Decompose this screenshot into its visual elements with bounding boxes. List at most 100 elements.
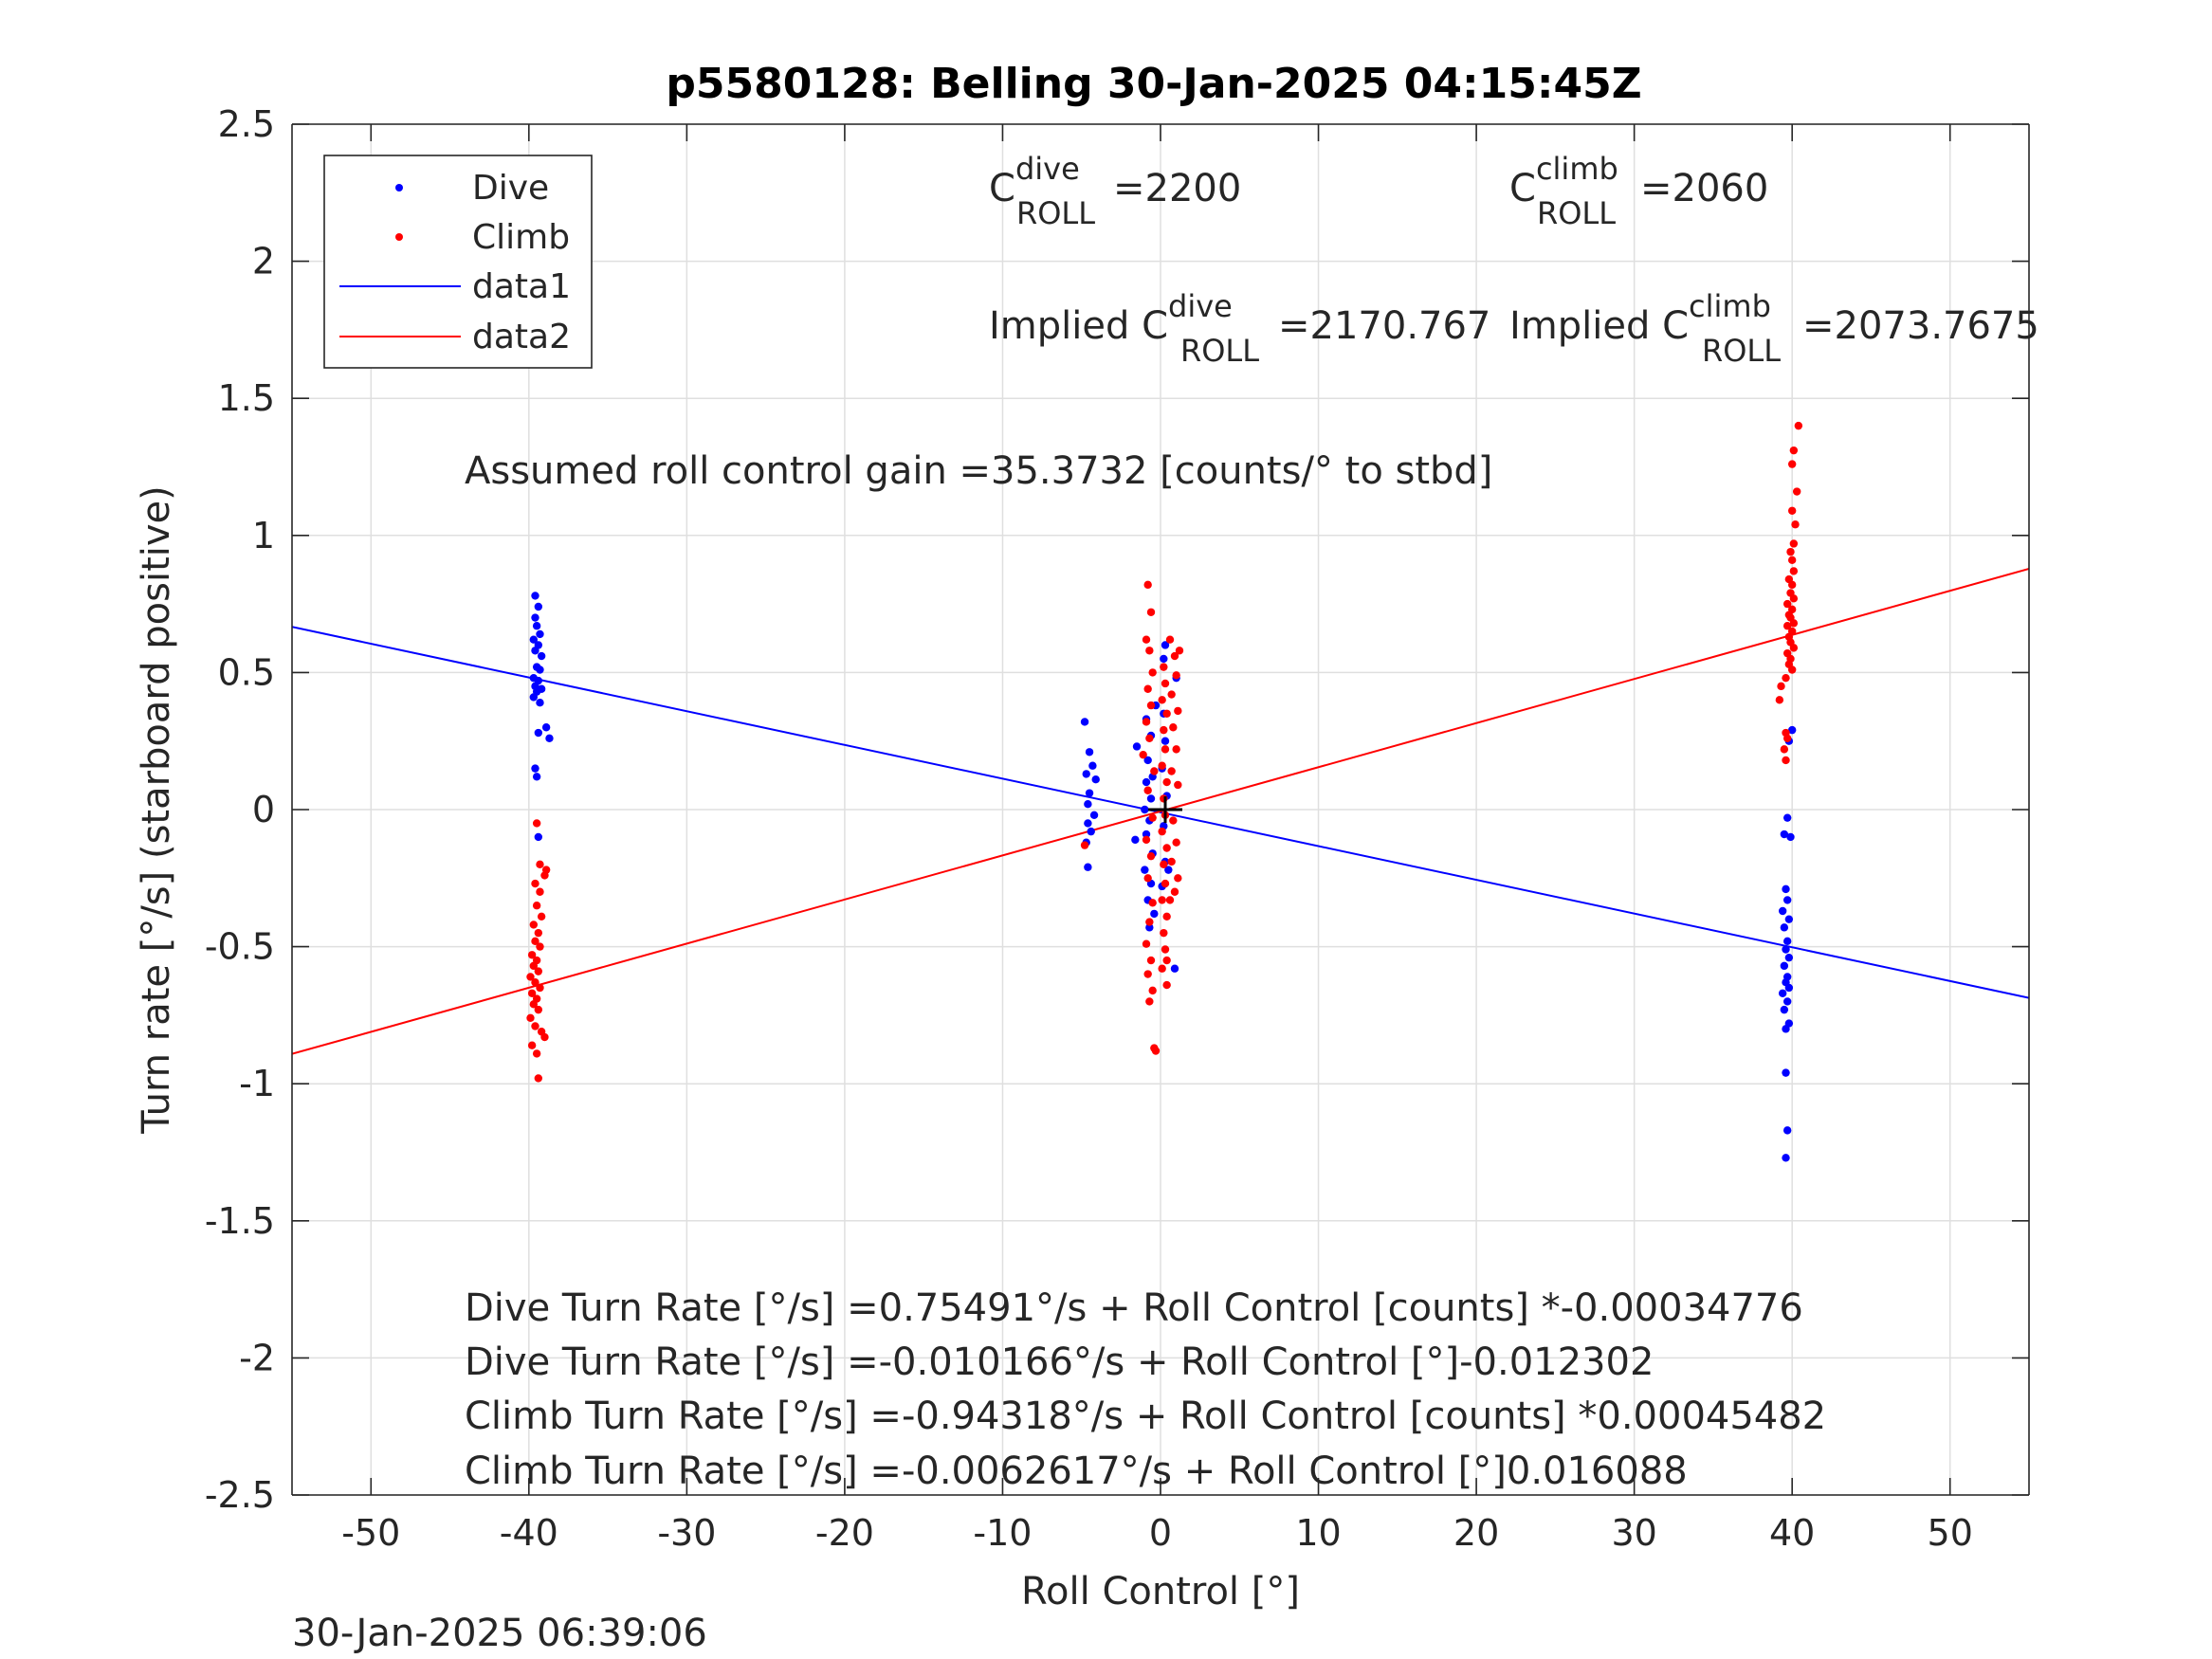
dive-point — [1780, 830, 1789, 839]
climb-point — [1143, 684, 1152, 693]
dive-point — [1145, 923, 1154, 932]
climb-point — [531, 1022, 539, 1030]
dive-point — [1084, 819, 1092, 828]
climb-point — [1780, 745, 1789, 754]
climb-point — [1782, 599, 1792, 609]
dive-point — [1170, 964, 1179, 973]
y-axis-label: Turn rate [°/s] (starboard positive) — [135, 485, 178, 1135]
climb-point — [1169, 816, 1178, 825]
y-tick-label: -2.5 — [205, 1474, 275, 1516]
dive-point — [1778, 906, 1787, 916]
climb-point — [537, 912, 546, 921]
dive-point — [1080, 718, 1089, 726]
dive-point — [1784, 915, 1794, 923]
climb-point — [1172, 838, 1180, 847]
c-roll-climb-prefix: C — [1509, 167, 1536, 210]
dive-point — [1780, 923, 1789, 932]
dive-point — [1782, 937, 1792, 946]
c-roll-climb-sup: climb — [1536, 151, 1618, 187]
climb-point — [1146, 701, 1156, 710]
climb-point — [1160, 860, 1168, 869]
implied-c-roll-climb-sup: climb — [1689, 288, 1771, 324]
c-roll-climb-sub: ROLL — [1537, 195, 1616, 231]
climb-point — [1162, 777, 1171, 787]
dive-point — [534, 832, 543, 842]
climb-point — [1172, 671, 1180, 680]
climb-point — [1162, 980, 1171, 990]
climb-point — [1172, 745, 1180, 754]
dive-point — [531, 764, 539, 773]
climb-point — [1148, 986, 1157, 995]
climb-point — [526, 973, 535, 981]
y-tick-label: -1.5 — [205, 1200, 275, 1242]
x-tick-label: 30 — [1611, 1512, 1656, 1554]
climb-point — [1782, 734, 1792, 743]
c-roll-dive-sub: ROLL — [1016, 195, 1095, 231]
climb-point — [1789, 539, 1799, 548]
climb-point — [1158, 761, 1166, 770]
implied-c-roll-dive-prefix: Implied C — [989, 304, 1168, 348]
climb-point — [1174, 780, 1182, 790]
legend-box — [323, 155, 593, 369]
legend-label-climb: Climb — [472, 218, 570, 257]
x-ticks: -50 -40 -30 -20 -10 0 10 20 30 40 50 — [341, 124, 1973, 1554]
climb-point — [1142, 635, 1151, 644]
climb-point — [531, 937, 539, 946]
climb-point — [1143, 874, 1152, 883]
legend-marker-climb — [395, 233, 403, 241]
legend-marker-dive — [395, 184, 403, 191]
climb-point — [1167, 690, 1176, 699]
implied-c-roll-climb: Implied Cclimb ROLL =2073.7675 — [1509, 288, 2039, 369]
climb-point — [1145, 997, 1154, 1006]
implied-c-roll-climb-sub: ROLL — [1702, 333, 1781, 369]
y-tick-label: -0.5 — [205, 926, 275, 968]
climb-point — [1146, 608, 1156, 616]
y-tick-label: 0.5 — [218, 651, 275, 693]
dive-point — [1131, 835, 1140, 845]
dive-point — [1141, 805, 1149, 814]
climb-point — [1789, 619, 1799, 628]
climb-point — [1789, 594, 1799, 603]
c-roll-climb-value: =2060 — [1640, 167, 1768, 210]
y-ticks: -2.5 -2 -1.5 -1 -0.5 0 0.5 1 1.5 2 2.5 — [205, 103, 2029, 1516]
dive-point — [541, 723, 551, 732]
climb-point — [527, 1041, 537, 1049]
climb-point — [529, 1000, 539, 1009]
dive-point — [1787, 725, 1797, 735]
dive-point — [534, 728, 543, 738]
climb-point — [532, 819, 541, 828]
timestamp: 30-Jan-2025 06:39:06 — [292, 1612, 707, 1655]
climb-points — [526, 421, 1803, 1083]
dive-point — [536, 629, 544, 639]
implied-c-roll-dive-sub: ROLL — [1180, 333, 1259, 369]
y-tick-label: -2 — [239, 1337, 275, 1378]
climb-point — [1158, 964, 1166, 973]
climb-point — [1142, 939, 1151, 948]
roll-gain-note: Assumed roll control gain =35.3732 [coun… — [465, 449, 1492, 493]
c-roll-climb: Cclimb ROLL =2060 — [1509, 151, 1768, 231]
legend: Dive Climb data1 data2 — [323, 155, 593, 369]
climb-point — [1787, 506, 1797, 515]
climb-point — [1139, 750, 1147, 759]
dive-point — [1142, 777, 1151, 787]
dive-point — [1085, 748, 1094, 757]
dive-point — [537, 651, 546, 661]
climb-point — [1145, 918, 1154, 926]
dive-point — [1082, 770, 1090, 778]
dive-point — [1782, 1068, 1790, 1077]
chart-title: p5580128: Belling 30-Jan-2025 04:15:45Z — [666, 60, 1641, 108]
x-tick-label: 50 — [1928, 1512, 1973, 1554]
climb-point — [527, 989, 537, 997]
dive-point — [1142, 830, 1151, 839]
equation-climb-counts: Climb Turn Rate [°/s] =-0.94318°/s + Rol… — [465, 1395, 1826, 1438]
equation-climb-degrees: Climb Turn Rate [°/s] =-0.0062617°/s + R… — [465, 1449, 1688, 1493]
x-tick-label: 20 — [1453, 1512, 1499, 1554]
climb-point — [1146, 851, 1156, 861]
climb-point — [536, 887, 544, 896]
dive-point — [531, 647, 539, 655]
dive-point — [536, 699, 544, 707]
climb-point — [1782, 622, 1792, 630]
dive-point — [1782, 1126, 1792, 1135]
climb-point — [540, 871, 549, 880]
x-tick-label: 10 — [1295, 1512, 1341, 1554]
